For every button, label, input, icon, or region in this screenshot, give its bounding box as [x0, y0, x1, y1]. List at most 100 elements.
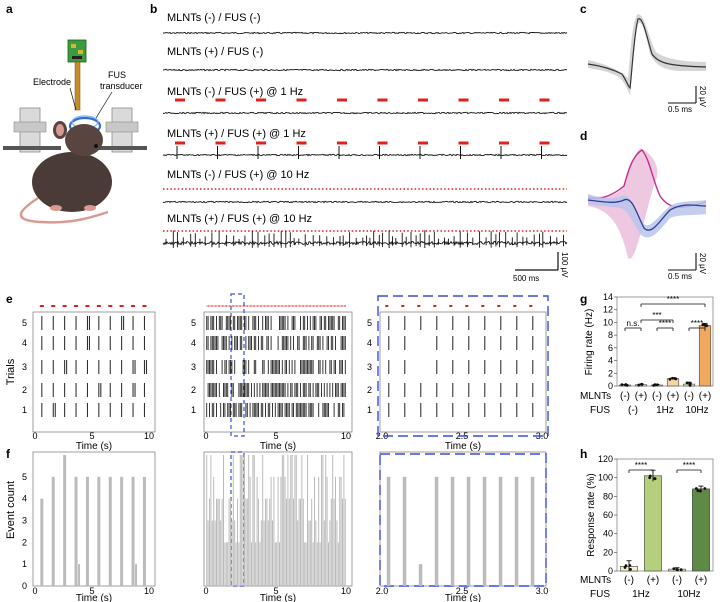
f2-bar [206, 455, 208, 586]
e3-trial-tick-4: 4 [367, 338, 372, 348]
e-raster-3: Time (s) 2.0 2.5 3.0 1 2 3 4 5 [367, 295, 549, 452]
f2-bar [216, 498, 217, 586]
f2-bar [330, 498, 332, 586]
f2-bar [276, 542, 278, 586]
f2-bar [213, 476, 215, 586]
h-datapoint [629, 567, 632, 571]
g-ytick: 14 [603, 292, 613, 302]
f2-bar [316, 542, 318, 586]
f1-bar [63, 455, 67, 586]
g-mlnts-value: (-) [620, 391, 630, 402]
e3-trial-tick-3: 3 [367, 362, 372, 372]
h-ytick: 60 [603, 510, 613, 520]
f2-bar [217, 498, 219, 586]
f-hist-1: Time (s) 0 5 10 [32, 451, 156, 602]
f3-bar [402, 476, 407, 586]
trace-label-3: MLNTs (-) / FUS (+) @ 1 Hz [167, 86, 303, 98]
f2-bar [220, 520, 222, 586]
h-ytick: 0 [608, 566, 613, 576]
f2-bar [218, 498, 220, 586]
f1-bar [74, 476, 78, 586]
panel-letter-f: f [6, 447, 11, 461]
f2-bar [335, 476, 336, 586]
f2-bar [225, 542, 227, 586]
f1-bar [51, 476, 55, 586]
f2-xtick-2: 10 [341, 586, 351, 596]
g-datapoint [655, 383, 659, 387]
panel-f-histograms: Event count Time (s) 0 5 10 Time (s) 0 5… [5, 451, 548, 602]
f2-xtick-1: 5 [273, 586, 278, 596]
f2-bar [308, 520, 310, 586]
f2-bar [311, 498, 313, 586]
f1-xtick-1: 5 [89, 586, 94, 596]
f1-bar [85, 476, 89, 586]
f2-bar [304, 542, 306, 586]
f1-bar [142, 476, 146, 586]
f2-bar [344, 498, 346, 586]
h-datapoint [648, 474, 652, 478]
f-ylabel: Event count [5, 481, 17, 539]
e2-xlabel: Time (s) [260, 441, 296, 452]
g-fus-value: 10Hz [685, 405, 708, 416]
f2-bar [262, 455, 264, 586]
f2-xlabel: Time (s) [260, 593, 296, 602]
g-mlnts-label: MLNTs [580, 391, 611, 402]
panel-letter-g: g [580, 292, 587, 306]
g-ytick: 4 [608, 356, 613, 366]
g-mlnts-value: (+) [635, 391, 648, 402]
f2-bar [272, 520, 273, 586]
g-bar [698, 325, 712, 387]
panel-letter-e: e [6, 292, 13, 306]
g-datapoint [652, 384, 656, 387]
e2-xtick-0: 0 [203, 431, 208, 441]
e2-trial-tick-2: 2 [191, 385, 196, 395]
e-ylabel: Trials [5, 358, 17, 385]
e-trial-tick-2: 2 [22, 385, 27, 395]
f2-bar [321, 455, 322, 586]
f-hist-3: Time (s) 2.0 2.5 3.0 [376, 451, 548, 602]
g-sig-label: **** [659, 319, 671, 328]
f2-bar [231, 520, 233, 586]
f2-bar [267, 520, 269, 586]
g-fus-value: (-) [628, 405, 638, 416]
waveform-c-mean [587, 18, 707, 90]
g-mlnts-value: (+) [667, 391, 680, 402]
f2-bar [265, 498, 266, 586]
ear-bar-right [92, 146, 147, 150]
f2-bar [340, 476, 342, 586]
f2-bar [223, 455, 224, 586]
h-ytick: 120 [598, 454, 613, 464]
f1-bar [131, 476, 135, 586]
trace-label-1: MLNTs (-) / FUS (-) [167, 12, 260, 24]
g-plot-frame [616, 296, 714, 387]
h-datapoint [696, 489, 700, 493]
e3-trial-tick-1: 1 [367, 405, 372, 415]
g-datapoint [671, 376, 674, 380]
h-mlnts-value: (+) [695, 575, 708, 586]
f2-bar [238, 542, 240, 586]
f2-bar [300, 498, 301, 586]
f2-bar [336, 520, 338, 586]
f2-bar [259, 542, 261, 586]
f2-bar [253, 455, 255, 586]
fus-label-line2: transducer [100, 81, 143, 91]
electrode-label: Electrode [33, 77, 71, 87]
e3-trial-tick-2: 2 [367, 385, 372, 395]
f2-bar [230, 498, 231, 586]
trace-5 [162, 200, 568, 204]
e-trial-tick-5: 5 [22, 318, 27, 328]
f1-xlabel: Time (s) [76, 593, 112, 602]
e2-trial-tick-1: 1 [191, 405, 196, 415]
f2-bar [281, 455, 283, 586]
panel-letter-a: a [6, 2, 13, 16]
waveform-d-blue-mean [587, 198, 707, 231]
f2-bar [290, 455, 292, 586]
f2-bar [273, 476, 275, 586]
f2-bar [301, 455, 303, 586]
f2-bar [270, 476, 272, 586]
f2-bar [241, 455, 243, 586]
g-sig-label: **** [691, 319, 703, 328]
h-ytick: 100 [598, 473, 613, 483]
f2-bar [332, 455, 334, 586]
f2-bar [235, 542, 237, 586]
